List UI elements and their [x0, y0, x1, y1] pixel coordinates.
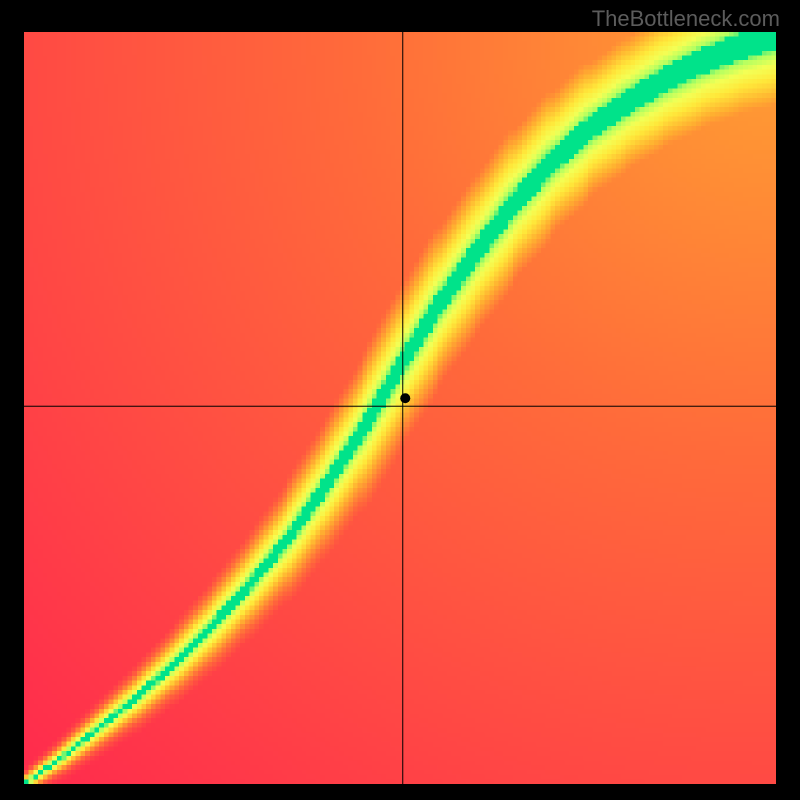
- overlay-canvas: [24, 32, 776, 784]
- chart-container: TheBottleneck.com: [0, 0, 800, 800]
- plot-area: [24, 32, 776, 784]
- watermark-text: TheBottleneck.com: [592, 6, 780, 32]
